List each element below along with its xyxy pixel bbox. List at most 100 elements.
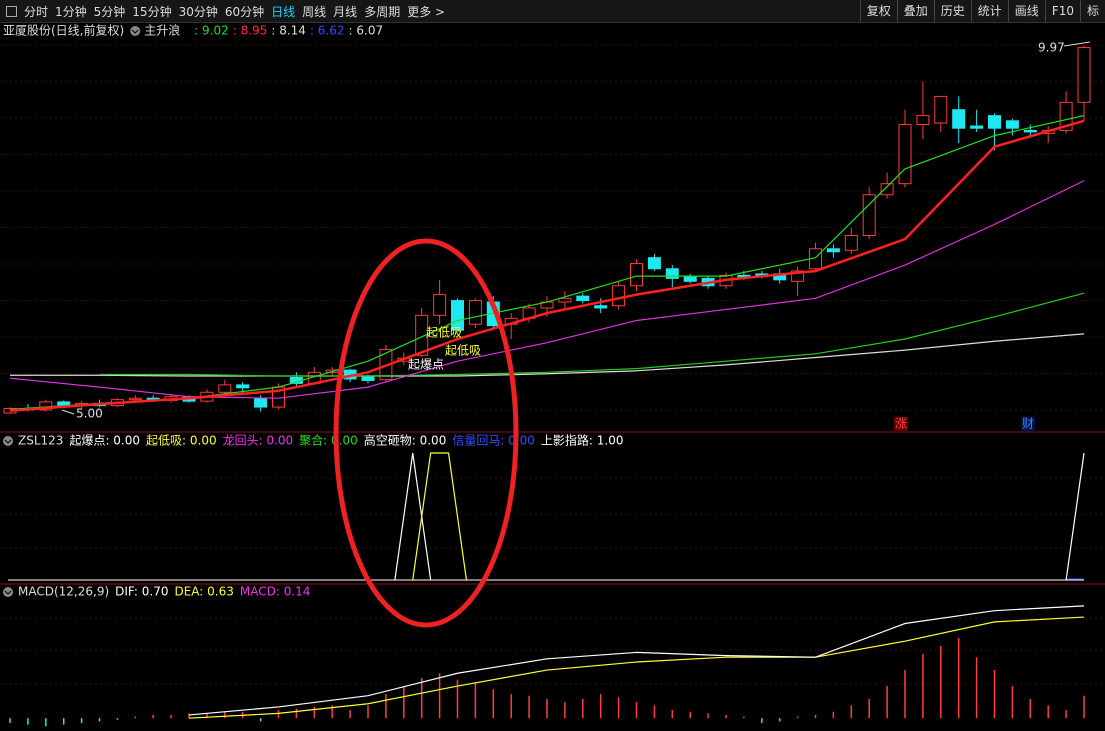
candle-body xyxy=(218,384,232,393)
signal-readout: 龙回头: 0.00 xyxy=(223,434,294,448)
period-tab[interactable]: 60分钟 xyxy=(224,4,265,19)
menu-icon[interactable] xyxy=(6,5,17,17)
chart: 亚厦股份(日线,前复权) 主升浪 : 9.02 : 8.95: 8.14 : 6.62:… xyxy=(0,23,1105,727)
high-pointer xyxy=(1063,41,1091,47)
candle-body xyxy=(236,384,250,389)
tool-button[interactable]: 历史 xyxy=(933,0,971,22)
candle-body xyxy=(826,248,840,253)
period-tab[interactable]: 更多 > xyxy=(407,4,446,19)
tool-button[interactable]: 复权 xyxy=(859,0,897,22)
signal-label: 起低吸 xyxy=(445,344,481,358)
period-tab[interactable]: 5分钟 xyxy=(93,4,126,19)
ma-readout: : 8.95 xyxy=(233,24,268,38)
candle-body xyxy=(844,234,858,251)
macd-readout: DIF: 0.70 xyxy=(115,585,168,599)
candle-body xyxy=(415,314,429,356)
ma-line xyxy=(9,115,1085,410)
candle-body xyxy=(558,297,572,303)
candle-body xyxy=(576,295,590,302)
period-tab[interactable]: 多周期 xyxy=(364,4,401,19)
toolbar: 分时 1分钟 5分钟 15分钟 30分钟 60分钟 日线 周线 月线 多周期 更多 > 复权 叠加 历史… xyxy=(0,0,1105,23)
candle-body xyxy=(647,257,661,270)
candle-body xyxy=(451,300,464,331)
indicator-name: ZSL123 xyxy=(18,434,63,448)
signal-line xyxy=(412,452,468,581)
signal-readout: 起爆点: 0.00 xyxy=(69,434,140,448)
ma-line xyxy=(10,333,1085,377)
candle-body xyxy=(934,95,948,124)
dea-line xyxy=(188,616,1085,719)
tools: 复权 叠加 历史 统计 画线 F10 标 xyxy=(859,0,1105,22)
candle-body xyxy=(665,268,679,279)
ma-readout: : 6.07 xyxy=(349,24,384,38)
low-pointer xyxy=(61,409,75,415)
ma-readout: : 9.02 xyxy=(194,24,229,38)
macd-readout: MACD: 0.14 xyxy=(240,585,311,599)
signal-line xyxy=(394,452,432,581)
candle-body xyxy=(683,275,697,282)
signal-readout: 上影指路: 1.00 xyxy=(541,433,624,448)
ma-line xyxy=(99,292,1085,377)
candle-body xyxy=(612,285,626,307)
candle-body xyxy=(1005,120,1019,129)
candle-body xyxy=(898,124,912,185)
signal-readout: 起低吸: 0.00 xyxy=(146,434,217,448)
macd-readout: DEA: 0.63 xyxy=(174,585,233,599)
candle-body xyxy=(862,194,876,236)
candle-body xyxy=(880,183,894,196)
tool-button[interactable]: F10 xyxy=(1044,0,1080,22)
candle-body xyxy=(1023,129,1037,133)
tool-button[interactable]: 画线 xyxy=(1007,0,1045,22)
dropdown-arrow xyxy=(4,590,12,595)
ma-line xyxy=(9,180,1085,399)
signal-label: 起爆点 xyxy=(408,358,444,372)
ma-readout: : 6.62 xyxy=(310,24,345,38)
low-label: 5.00 xyxy=(76,407,103,421)
period-tab[interactable]: 分时 xyxy=(24,4,49,19)
dropdown-icon xyxy=(3,436,13,446)
indicator-name: MACD(12,26,9) xyxy=(18,585,109,599)
period-tab[interactable]: 月线 xyxy=(333,4,358,19)
candle-body xyxy=(433,294,447,316)
flag-label: 涨 xyxy=(895,416,907,431)
high-label: 9.97 xyxy=(1038,41,1065,55)
candle-body xyxy=(594,305,608,309)
candle-body xyxy=(791,270,805,282)
ma-readout: : 8.14 xyxy=(271,24,306,38)
signal-readout: 高空砸物: 0.00 xyxy=(364,433,447,448)
signal-line xyxy=(1065,452,1085,581)
dif-line xyxy=(188,605,1085,716)
dropdown-icon xyxy=(130,26,141,36)
stock-title: 亚厦股份(日线,前复权) xyxy=(3,23,124,38)
period-tab[interactable]: 15分钟 xyxy=(132,4,172,19)
candle-body xyxy=(988,115,1001,129)
tool-button[interactable]: 标 xyxy=(1079,0,1105,22)
candle-body xyxy=(1059,101,1073,131)
highlight-ellipse xyxy=(333,238,519,628)
tool-button[interactable]: 叠加 xyxy=(896,0,934,22)
candle-body xyxy=(916,115,930,126)
flag-box xyxy=(1021,417,1035,431)
signal-readout: 聚合: 0.00 xyxy=(299,433,358,448)
candle-body xyxy=(970,125,984,129)
candle-body xyxy=(952,109,966,129)
tool-button[interactable]: 统计 xyxy=(970,0,1008,22)
ma-line xyxy=(9,119,1085,413)
period-tab[interactable]: 日线 xyxy=(271,4,296,19)
period-tab[interactable]: 30分钟 xyxy=(178,4,218,19)
candle-body xyxy=(468,300,482,325)
period-tab[interactable]: 1分钟 xyxy=(55,4,87,19)
dropdown-icon xyxy=(3,587,13,597)
candle-body xyxy=(128,397,142,401)
flag-label: 财 xyxy=(1022,417,1034,431)
dropdown-arrow xyxy=(4,439,12,444)
flag-box xyxy=(894,417,908,431)
period-tab[interactable]: 周线 xyxy=(302,4,327,19)
indicator-name: 主升浪 xyxy=(144,23,180,38)
periods: 分时 1分钟 5分钟 15分钟 30分钟 60分钟 日线 周线 月线 多周期 更多 > xyxy=(17,3,445,20)
signal-label: 起低吸 xyxy=(426,326,462,340)
candle-body xyxy=(361,375,375,381)
signal-readout: 信量回马: 0.00 xyxy=(452,434,535,448)
candle-body xyxy=(1077,47,1091,103)
